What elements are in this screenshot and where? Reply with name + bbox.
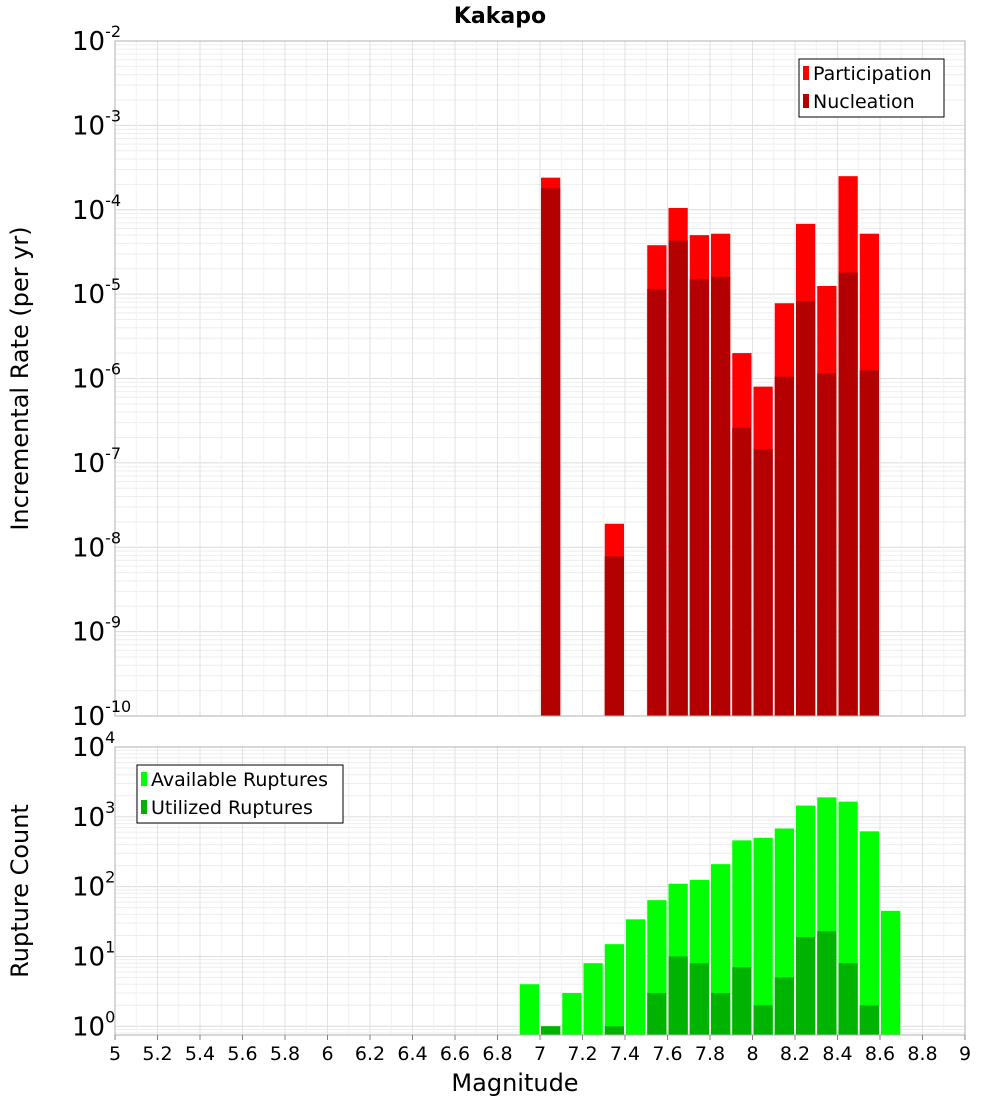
utilized-ruptures-bar xyxy=(838,963,858,1035)
available-ruptures-bar xyxy=(562,992,582,1035)
legend-swatch xyxy=(141,772,147,786)
rate-legend-box xyxy=(798,58,945,118)
utilized-ruptures-bar xyxy=(711,992,731,1035)
x-tick-label: 5.4 xyxy=(185,1043,215,1065)
available-ruptures-bar xyxy=(881,910,901,1035)
nucleation-bar xyxy=(689,279,709,716)
count-y-tick-label: 102 xyxy=(72,868,115,903)
nucleation-bar xyxy=(774,376,794,716)
legend-label: Utilized Ruptures xyxy=(151,797,313,819)
count-y-tick-label: 104 xyxy=(72,728,115,763)
x-tick-label: 9 xyxy=(959,1043,971,1065)
x-tick-label: 6 xyxy=(321,1043,333,1065)
available-ruptures-bar xyxy=(859,831,879,1035)
nucleation-bar xyxy=(732,427,752,716)
x-tick-label: 7.6 xyxy=(652,1043,682,1065)
x-tick-label: 8.8 xyxy=(907,1043,937,1065)
nucleation-bar xyxy=(541,188,561,717)
x-tick-label: 5.2 xyxy=(142,1043,172,1065)
utilized-ruptures-bar xyxy=(796,936,816,1035)
nucleation-bar xyxy=(668,240,688,717)
x-tick-label: 8 xyxy=(746,1043,758,1065)
utilized-ruptures-bar xyxy=(859,1005,879,1035)
legend-swatch xyxy=(803,94,809,108)
x-tick-label: 7.4 xyxy=(610,1043,640,1065)
rate-y-tick-label: 10-9 xyxy=(72,613,121,648)
x-axis-title: Magnitude xyxy=(451,1069,578,1097)
count-legend: Available Ruptures Utilized Ruptures xyxy=(136,764,344,824)
chart-title: Kakapo xyxy=(454,4,546,29)
utilized-ruptures-bar xyxy=(689,963,709,1035)
count-y-tick-label: 101 xyxy=(72,937,115,972)
x-tick-label: 8.4 xyxy=(822,1043,852,1065)
available-ruptures-bar xyxy=(519,984,539,1035)
utilized-ruptures-bar xyxy=(647,992,667,1035)
available-ruptures-bar xyxy=(753,837,773,1035)
x-tick-label: 8.6 xyxy=(865,1043,895,1065)
available-ruptures-bar xyxy=(604,944,624,1035)
utilized-ruptures-bar xyxy=(753,1005,773,1035)
x-tick-label: 6.4 xyxy=(397,1043,427,1065)
x-tick-label: 5.8 xyxy=(270,1043,300,1065)
rate-y-tick-label: 10-7 xyxy=(72,444,121,479)
x-tick-label: 7.8 xyxy=(695,1043,725,1065)
rate-y-axis-title: Incremental Rate (per yr) xyxy=(6,226,34,530)
utilized-ruptures-bar xyxy=(668,956,688,1035)
rate-y-tick-label: 10-4 xyxy=(72,191,121,226)
utilized-ruptures-bar xyxy=(732,967,752,1035)
count-panel: 100 101 102 103 104 Rupture Count 5 5.2 5.4 5.6 5.… xyxy=(6,728,971,1097)
x-tick-label: 6.2 xyxy=(355,1043,385,1065)
x-tick-label: 8.2 xyxy=(780,1043,810,1065)
rate-y-tick-label: 10-3 xyxy=(72,106,121,141)
rate-y-tick-label: 10-10 xyxy=(72,697,131,732)
nucleation-bar xyxy=(817,373,837,716)
nucleation-bar xyxy=(604,556,624,716)
x-tick-label: 5 xyxy=(109,1043,121,1065)
legend-label: Available Ruptures xyxy=(151,769,328,791)
rate-plot-frame xyxy=(114,40,966,717)
rate-y-tick-label: 10-6 xyxy=(72,360,121,395)
count-legend-box xyxy=(136,764,344,824)
legend-swatch xyxy=(803,66,809,80)
nucleation-bar xyxy=(647,289,667,716)
nucleation-bar xyxy=(796,300,816,716)
available-ruptures-bar xyxy=(626,919,646,1035)
utilized-ruptures-bar xyxy=(817,931,837,1035)
legend-swatch xyxy=(141,800,147,814)
count-y-tick-label: 103 xyxy=(72,798,115,833)
rate-legend: Participation Nucleation xyxy=(798,58,945,118)
utilized-ruptures-bar xyxy=(541,1026,561,1035)
rate-panel: 10-10 10-9 10-8 10-7 10-6 10-5 10-4 10-3 10-2 Inc… xyxy=(6,22,966,732)
nucleation-bar xyxy=(711,276,731,716)
legend-label: Nucleation xyxy=(813,91,915,113)
rate-y-tick-label: 10-5 xyxy=(72,275,121,310)
count-y-tick-label: 100 xyxy=(72,1007,115,1042)
nucleation-bar xyxy=(753,449,773,716)
utilized-ruptures-bar xyxy=(774,977,794,1035)
nucleation-bar xyxy=(859,370,879,716)
rate-y-tick-label: 10-8 xyxy=(72,528,121,563)
rate-y-tick-label: 10-2 xyxy=(72,22,121,57)
x-tick-label: 7 xyxy=(534,1043,546,1065)
count-y-axis-title: Rupture Count xyxy=(6,804,34,978)
available-ruptures-bar xyxy=(583,963,603,1035)
x-tick-label: 5.6 xyxy=(227,1043,257,1065)
legend-label: Participation xyxy=(813,63,932,85)
x-tick-label: 7.2 xyxy=(567,1043,597,1065)
x-tick-label: 6.8 xyxy=(482,1043,512,1065)
utilized-ruptures-bar xyxy=(604,1026,624,1035)
available-ruptures-bar xyxy=(711,864,731,1035)
x-tick-label: 6.6 xyxy=(440,1043,470,1065)
nucleation-bar xyxy=(838,272,858,716)
